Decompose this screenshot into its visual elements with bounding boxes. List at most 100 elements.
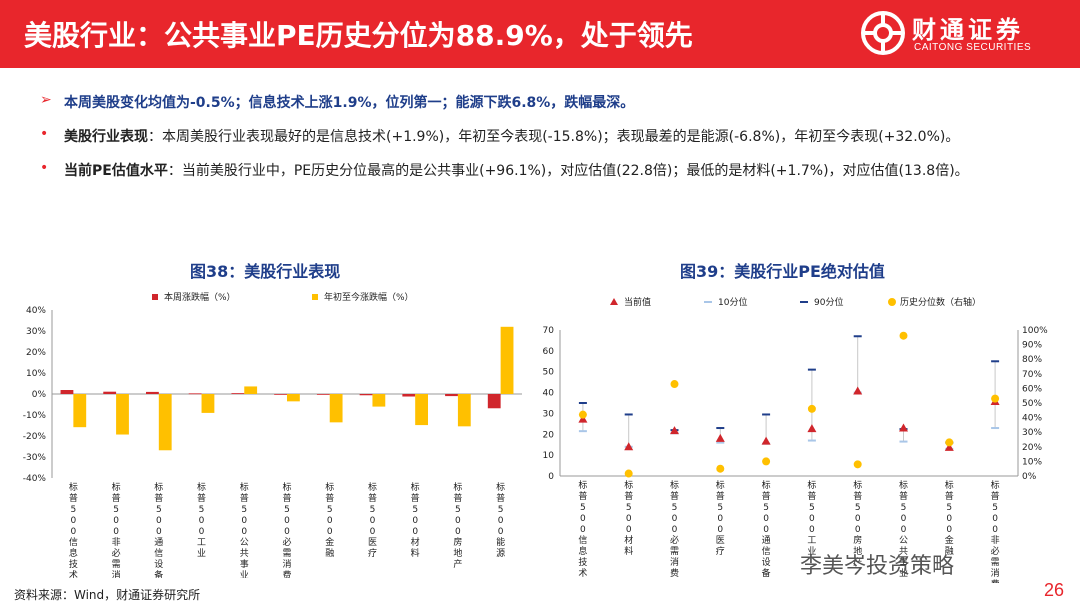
tick-label-char: 公 bbox=[240, 537, 249, 548]
tick-label-char: 0 bbox=[946, 525, 952, 535]
industry-performance-chart: -40%-30%-20%-10%0%10%20%30%40%标普500信息技术标… bbox=[23, 291, 522, 578]
y2-tick-label: 100% bbox=[1022, 326, 1048, 336]
tick-label-char: 普 bbox=[368, 492, 377, 504]
tick-label-char: 5 bbox=[498, 505, 504, 515]
tick-label-char: 信 bbox=[154, 547, 163, 559]
legend-label-p90: 90分位 bbox=[814, 296, 843, 308]
bullet-item: ➢ 本周美股变化均值为-0.5%；信息技术上涨1.9%，位列第一；能源下跌6.8… bbox=[40, 90, 1070, 124]
tick-label-char: 源 bbox=[496, 548, 505, 559]
y2-tick-label: 80% bbox=[1022, 355, 1042, 365]
logo-subtext: CAITONG SECURITIES bbox=[914, 42, 1032, 53]
tick-label-char: 0 bbox=[327, 527, 333, 537]
tick-label-char: 0 bbox=[498, 527, 504, 537]
y-tick-label: 30 bbox=[543, 409, 555, 419]
bullet-text: 当前PE估值水平：当前美股行业中，PE历史分位最高的是公共事业(+96.1%)，… bbox=[64, 160, 969, 180]
bar-ytd bbox=[372, 394, 386, 407]
tick-label-char: 技 bbox=[578, 556, 587, 568]
tick-label-char: 医 bbox=[368, 537, 377, 548]
tick-label-char: 0 bbox=[284, 516, 290, 526]
tick-label-char: 0 bbox=[455, 516, 461, 526]
tick-label-char: 标 bbox=[624, 479, 633, 491]
tick-label-char: 普 bbox=[112, 492, 121, 504]
legend-swatch-weekly bbox=[152, 294, 158, 300]
y-tick-label: 20 bbox=[543, 430, 555, 440]
watermark: 李美岑投资策略 bbox=[800, 554, 955, 579]
tick-label-char: 标 bbox=[991, 479, 1000, 491]
tick-label-char: 普 bbox=[453, 492, 462, 504]
bullet-lead: 美股行业表现 bbox=[64, 129, 148, 145]
logo-text: 财通证券 bbox=[912, 16, 1024, 44]
tick-label-char: 融 bbox=[945, 546, 954, 557]
bullet-item: • 当前PE估值水平：当前美股行业中，PE历史分位最高的是公共事业(+96.1%… bbox=[40, 158, 1070, 192]
legend-marker-percentile bbox=[888, 298, 896, 306]
tick-label-char: 标 bbox=[154, 481, 163, 493]
tick-label-char: 5 bbox=[855, 503, 861, 513]
percentile-dot bbox=[762, 457, 771, 466]
tick-label-char: 普 bbox=[624, 490, 633, 502]
dot-bullet-icon: • bbox=[40, 126, 49, 142]
tick-label-char: 需 bbox=[282, 548, 291, 559]
bullet-text: 美股行业表现：本周美股行业表现最好的是信息技术(+1.9%)，年初至今表现(-1… bbox=[64, 126, 959, 146]
tick-label-char: 0 bbox=[70, 516, 76, 526]
tick-label-char: 标 bbox=[197, 481, 206, 493]
tick-label-char: 0 bbox=[855, 525, 861, 535]
tick-label-char: 5 bbox=[156, 505, 162, 515]
bullet-lead: 当前PE估值水平 bbox=[64, 163, 168, 179]
tick-label-char: 0 bbox=[580, 514, 586, 524]
header-bar: 美股行业：公共事业PE历史分位为88.9%，处于领先 财通证券 CAITONG … bbox=[0, 0, 1080, 68]
tick-label-char: 0 bbox=[156, 516, 162, 526]
tick-label-char: 必 bbox=[282, 536, 291, 548]
tick-label-char: 通 bbox=[154, 537, 163, 548]
tick-label-char: 普 bbox=[411, 492, 420, 504]
tick-label-char: 0 bbox=[717, 514, 723, 524]
brand-logo: 财通证券 CAITONG SECURITIES bbox=[858, 6, 1068, 62]
bar-ytd bbox=[457, 394, 471, 427]
y2-tick-label: 70% bbox=[1022, 370, 1042, 380]
legend-label-percentile: 历史分位数（右轴） bbox=[900, 296, 981, 308]
tick-label-char: 术 bbox=[578, 567, 587, 579]
tick-label-char: 标 bbox=[453, 481, 462, 493]
tick-label-char: 5 bbox=[717, 503, 723, 513]
tick-label-char: 0 bbox=[113, 527, 119, 537]
tick-label-char: 业 bbox=[807, 546, 816, 557]
tick-label-char: 0 bbox=[717, 525, 723, 535]
tick-label-char: 0 bbox=[156, 527, 162, 537]
bar-ytd bbox=[116, 394, 129, 435]
tick-label-char: 0 bbox=[284, 527, 290, 537]
tick-label-char: 融 bbox=[325, 548, 334, 559]
y-tick-label: -30% bbox=[23, 453, 47, 463]
tick-label-char: 普 bbox=[69, 492, 78, 504]
tick-label-char: 业 bbox=[899, 568, 908, 579]
tick-label-char: 5 bbox=[199, 505, 205, 515]
bar-weekly bbox=[188, 393, 202, 395]
tick-label-char: 普 bbox=[899, 490, 908, 502]
current-value-marker bbox=[670, 426, 679, 435]
legend-label-weekly: 本周涨跌幅（%） bbox=[164, 291, 236, 303]
bar-ytd bbox=[201, 394, 215, 413]
tick-label-char: 消 bbox=[991, 567, 1000, 579]
bar-weekly bbox=[231, 393, 245, 394]
tick-label-char: 设 bbox=[762, 557, 771, 568]
tick-label-char: 0 bbox=[70, 527, 76, 537]
tick-label-char: 金 bbox=[945, 534, 954, 546]
tick-label-char: 普 bbox=[945, 490, 954, 502]
percentile-dot bbox=[899, 331, 908, 340]
industry-pe-chart: 0102030405060700%10%20%30%40%50%60%70%80… bbox=[543, 296, 1049, 583]
y-tick-label: -10% bbox=[23, 411, 47, 421]
tick-label-char: 共 bbox=[240, 548, 249, 559]
tick-label-char: 标 bbox=[853, 479, 862, 491]
bar-ytd bbox=[287, 394, 300, 402]
y-tick-label: 30% bbox=[26, 327, 46, 337]
tick-label-char: 需 bbox=[670, 546, 679, 557]
tick-label-char: 备 bbox=[154, 569, 163, 578]
tick-label-char: 0 bbox=[370, 516, 376, 526]
bar-weekly bbox=[146, 391, 159, 394]
tick-label-char: 费 bbox=[282, 569, 291, 578]
bar-ytd bbox=[158, 394, 172, 451]
tick-label-char: 5 bbox=[580, 503, 586, 513]
tick-label-char: 0 bbox=[241, 527, 247, 537]
